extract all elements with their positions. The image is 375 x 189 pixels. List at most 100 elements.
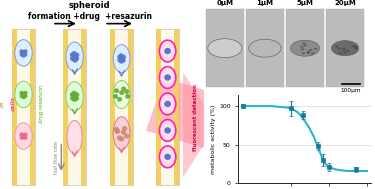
Circle shape — [24, 91, 27, 94]
Circle shape — [73, 98, 76, 101]
Circle shape — [22, 51, 25, 54]
Circle shape — [314, 48, 318, 50]
Circle shape — [24, 53, 27, 56]
Ellipse shape — [113, 81, 130, 108]
Circle shape — [117, 136, 122, 140]
Circle shape — [339, 52, 342, 54]
Circle shape — [122, 59, 125, 62]
Circle shape — [332, 41, 359, 56]
Circle shape — [71, 57, 75, 60]
Circle shape — [20, 91, 23, 94]
Circle shape — [344, 52, 347, 54]
Circle shape — [75, 53, 79, 57]
Circle shape — [24, 133, 27, 136]
Circle shape — [73, 58, 76, 61]
Ellipse shape — [15, 81, 32, 108]
Bar — [81, 29, 86, 185]
Ellipse shape — [113, 45, 130, 73]
Circle shape — [120, 60, 123, 63]
Bar — [326, 9, 364, 87]
Ellipse shape — [159, 93, 176, 115]
Ellipse shape — [66, 42, 83, 71]
Text: 5μM: 5μM — [297, 0, 314, 6]
Circle shape — [114, 128, 118, 131]
Circle shape — [342, 50, 345, 52]
Ellipse shape — [67, 121, 82, 153]
Circle shape — [24, 136, 27, 139]
Circle shape — [22, 95, 25, 98]
Text: fluorescent detection: fluorescent detection — [193, 84, 198, 151]
Circle shape — [73, 58, 77, 62]
Ellipse shape — [159, 40, 176, 62]
Circle shape — [301, 48, 304, 50]
Circle shape — [354, 45, 357, 47]
Circle shape — [116, 129, 120, 133]
Circle shape — [72, 91, 76, 95]
Bar — [174, 29, 179, 185]
Circle shape — [20, 136, 24, 139]
Circle shape — [22, 93, 25, 96]
Text: formation +drug  +resazurin: formation +drug +resazurin — [28, 12, 152, 21]
Circle shape — [125, 90, 129, 93]
Bar — [12, 29, 35, 185]
Circle shape — [342, 48, 346, 50]
Text: spheroid: spheroid — [69, 1, 111, 10]
Bar — [110, 29, 134, 185]
Bar — [286, 9, 324, 87]
Circle shape — [120, 137, 124, 141]
Circle shape — [126, 95, 130, 98]
Circle shape — [122, 87, 126, 91]
Ellipse shape — [113, 117, 130, 150]
Circle shape — [300, 46, 303, 48]
Circle shape — [75, 97, 78, 100]
Polygon shape — [183, 72, 203, 178]
Circle shape — [122, 55, 125, 59]
Circle shape — [20, 50, 23, 53]
Circle shape — [114, 95, 117, 98]
Text: 20μM: 20μM — [334, 0, 356, 6]
Circle shape — [24, 50, 27, 53]
Text: 100μm: 100μm — [341, 88, 362, 93]
Circle shape — [123, 127, 127, 130]
Circle shape — [70, 53, 74, 57]
Bar — [156, 29, 161, 185]
Bar — [246, 9, 284, 87]
Text: oil: oil — [0, 101, 5, 107]
Text: cells: cells — [11, 96, 16, 112]
Circle shape — [70, 93, 74, 96]
Text: 0μM: 0μM — [216, 0, 233, 6]
Circle shape — [165, 154, 170, 159]
Circle shape — [72, 52, 76, 55]
Circle shape — [22, 54, 25, 57]
Circle shape — [20, 53, 24, 56]
Circle shape — [208, 39, 242, 58]
Bar — [206, 9, 244, 87]
Bar — [110, 29, 115, 185]
Circle shape — [354, 47, 357, 49]
Circle shape — [24, 94, 27, 98]
Circle shape — [346, 50, 350, 52]
Circle shape — [120, 91, 123, 94]
FancyArrow shape — [146, 78, 238, 153]
Text: 1μM: 1μM — [256, 0, 273, 6]
Circle shape — [354, 48, 357, 50]
Ellipse shape — [15, 40, 32, 66]
Circle shape — [75, 93, 79, 96]
Ellipse shape — [159, 67, 176, 88]
Ellipse shape — [66, 82, 83, 111]
Circle shape — [165, 101, 170, 106]
Circle shape — [122, 130, 126, 134]
Circle shape — [302, 52, 305, 54]
Circle shape — [165, 49, 170, 53]
Circle shape — [118, 98, 122, 101]
Bar — [129, 29, 133, 185]
Circle shape — [118, 55, 122, 59]
Text: fast flow rate: fast flow rate — [54, 141, 59, 174]
Circle shape — [20, 133, 23, 136]
Circle shape — [71, 97, 75, 100]
Circle shape — [115, 89, 118, 92]
Circle shape — [118, 59, 122, 62]
Ellipse shape — [15, 123, 32, 149]
Bar — [156, 29, 179, 185]
Y-axis label: metabolic activity (%): metabolic activity (%) — [211, 104, 216, 174]
